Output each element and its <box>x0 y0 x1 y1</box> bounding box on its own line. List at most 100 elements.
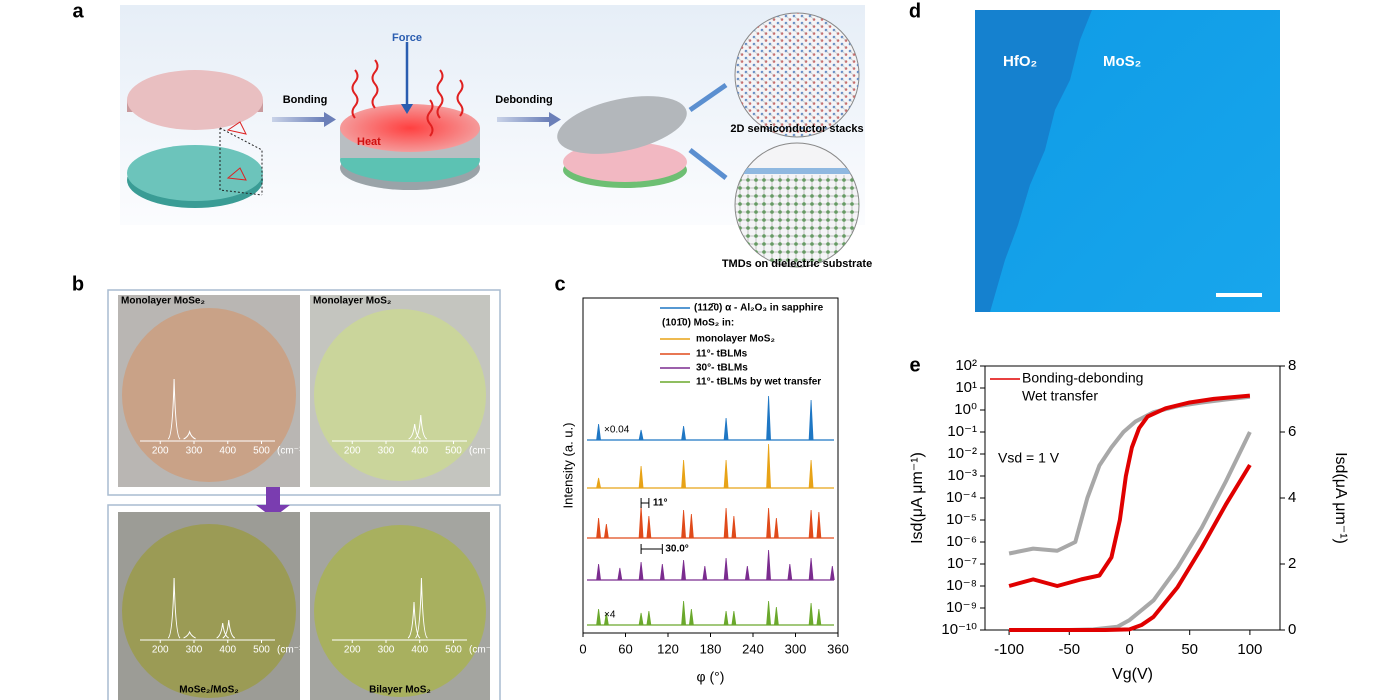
x-axis-label: φ (°) <box>697 669 725 685</box>
raman-tick-label: 200 <box>344 645 361 656</box>
y-tick-label: 10⁻⁸ <box>946 577 977 594</box>
panel-d: HfO₂ MoS₂ <box>975 10 1280 312</box>
stacks-label: 2D semiconductor stacks <box>730 123 863 135</box>
peak <box>766 549 771 581</box>
tmds-label: TMDs on dielectric substrate <box>722 258 872 270</box>
y-tick-label: 10⁻⁹ <box>946 599 977 616</box>
peak <box>816 511 822 539</box>
raman-tick-label: 400 <box>411 446 428 457</box>
raman-peak <box>183 429 196 440</box>
hfo2-region <box>975 10 1092 312</box>
angle-marks <box>226 121 247 181</box>
y-tick-label: 10⁻¹ <box>947 423 977 440</box>
peak <box>766 443 771 489</box>
raman-tick-label: 200 <box>152 446 169 457</box>
wafer <box>314 309 486 481</box>
wafer <box>122 308 296 482</box>
y-tick-label: 10¹ <box>955 379 977 396</box>
branch-arrows <box>688 82 728 180</box>
wafer <box>314 525 486 697</box>
peak <box>659 563 665 581</box>
peak <box>723 459 729 489</box>
raman-tick-label: 500 <box>253 446 270 457</box>
raman-tick-label: 300 <box>378 645 395 656</box>
peak <box>596 608 601 626</box>
y-tick-label: 10⁰ <box>954 401 977 418</box>
photo-title: Bilayer MoS₂ <box>369 685 431 696</box>
raman-peak <box>167 577 181 639</box>
frame <box>107 289 501 496</box>
raman-unit: (cm⁻¹) <box>469 446 498 457</box>
legend-label: Wet transfer <box>1022 388 1098 404</box>
x-tick-label: -50 <box>1058 641 1080 658</box>
raman-tick-label: 300 <box>186 446 203 457</box>
transfer-curve <box>1009 463 1252 632</box>
guide-lines <box>219 127 263 196</box>
raman-tick-label: 400 <box>219 645 236 656</box>
peak <box>723 507 729 539</box>
y2-tick-label: 4 <box>1288 489 1296 506</box>
panel-label: b <box>72 273 84 295</box>
peak <box>688 513 694 539</box>
raman-unit: (cm⁻¹) <box>277 446 306 457</box>
peak <box>773 606 779 626</box>
peak <box>731 610 737 626</box>
x-tick-label: 0 <box>579 641 586 656</box>
peak <box>808 509 814 539</box>
peak <box>681 509 686 539</box>
x-tick-label: 360 <box>827 641 849 656</box>
raman-peak <box>183 630 196 639</box>
peak <box>638 465 644 489</box>
peak <box>681 559 686 581</box>
peak <box>816 608 822 626</box>
panel-label: a <box>72 0 84 22</box>
peak <box>596 423 601 441</box>
peak <box>681 425 686 441</box>
y2-axis-label: Isd(μA μm⁻¹) <box>1332 452 1349 544</box>
substrate-pattern <box>735 175 859 267</box>
x-tick-label: 300 <box>785 641 807 656</box>
scale-label: ×4 <box>604 610 616 621</box>
peak <box>617 567 623 581</box>
peak <box>723 610 729 626</box>
peak <box>596 563 601 581</box>
peak <box>638 561 644 581</box>
y-tick-label: 10⁻⁶ <box>946 533 977 550</box>
arrow <box>272 117 324 122</box>
peak <box>787 563 793 581</box>
y2-tick-label: 2 <box>1288 555 1296 572</box>
raman-tick-label: 300 <box>378 446 395 457</box>
peak <box>681 600 686 626</box>
x-tick-label: 60 <box>618 641 632 656</box>
heated-disk <box>340 104 480 152</box>
legend-label: Bonding-debonding <box>1022 370 1143 386</box>
force-arrow-head <box>401 104 413 114</box>
scale-bar <box>1216 293 1262 297</box>
raman-tick-label: 500 <box>445 645 462 656</box>
peak <box>808 399 814 441</box>
peak <box>829 565 835 581</box>
peak <box>638 429 644 441</box>
frame <box>107 504 501 700</box>
heat-arrows <box>351 59 464 137</box>
x-tick-label: -100 <box>994 641 1024 658</box>
peak <box>638 505 644 539</box>
raman-tick-label: 200 <box>152 645 169 656</box>
scale-label: ×0.04 <box>604 425 630 436</box>
peak <box>723 557 729 581</box>
raman-peak <box>167 378 181 440</box>
legend-label: 11°- tBLMs <box>696 349 748 360</box>
peak <box>681 459 686 489</box>
lattice-pattern <box>735 13 859 137</box>
peak <box>808 459 814 489</box>
mos2-label: MoS₂ <box>1103 53 1141 70</box>
transfer-curve <box>1008 393 1251 588</box>
peak <box>688 608 694 626</box>
wafer-bottom-top <box>127 145 263 201</box>
x-tick-label: 240 <box>742 641 764 656</box>
bonding-label: Bonding <box>283 94 328 106</box>
peak <box>731 515 737 539</box>
legend-label: 11°- tBLMs by wet transfer <box>696 377 821 388</box>
arrow-head <box>324 112 336 127</box>
peak <box>766 600 771 626</box>
